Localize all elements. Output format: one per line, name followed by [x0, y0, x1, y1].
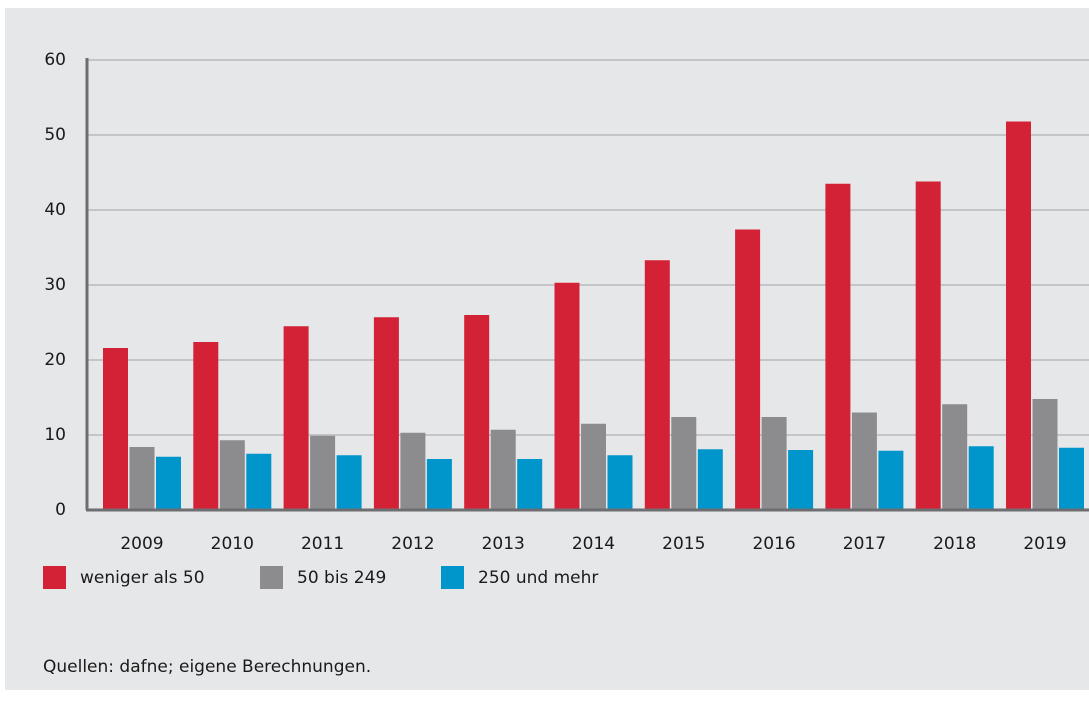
bar — [878, 450, 904, 510]
bar — [400, 432, 426, 510]
legend-label: weniger als 50 — [80, 568, 205, 588]
bar — [246, 453, 272, 510]
y-tick-label: 30 — [44, 275, 66, 295]
bar — [336, 455, 362, 510]
bar — [103, 348, 128, 510]
x-tick-label: 2010 — [211, 534, 254, 554]
bar — [426, 459, 452, 510]
x-tick-label: 2014 — [572, 534, 615, 554]
bar — [851, 412, 877, 510]
bar — [554, 282, 580, 510]
bar — [607, 455, 633, 510]
x-tick-label: 2017 — [843, 534, 886, 554]
legend-swatch — [260, 566, 283, 589]
bar — [219, 440, 245, 510]
bar — [1006, 121, 1031, 510]
legend-label: 50 bis 249 — [297, 568, 386, 588]
bar — [968, 446, 994, 510]
bar — [825, 183, 851, 510]
bar — [310, 435, 336, 510]
bar — [517, 459, 543, 510]
bar — [644, 260, 670, 510]
bar — [581, 423, 606, 510]
legend-swatch — [441, 566, 464, 589]
y-tick-label: 20 — [44, 350, 66, 370]
bar — [788, 450, 814, 510]
x-tick-label: 2019 — [1023, 534, 1066, 554]
bar — [761, 417, 787, 510]
x-tick-label: 2012 — [391, 534, 434, 554]
bar — [283, 326, 309, 510]
chart-background — [5, 8, 1089, 690]
bar — [697, 449, 723, 510]
y-tick-label: 40 — [44, 200, 66, 220]
x-tick-label: 2016 — [752, 534, 795, 554]
bar — [373, 317, 399, 510]
x-tick-label: 2011 — [301, 534, 344, 554]
bar — [129, 447, 155, 510]
bar — [1059, 447, 1084, 510]
y-tick-label: 0 — [55, 500, 66, 520]
x-tick-label: 2009 — [120, 534, 163, 554]
bar — [1032, 399, 1058, 510]
bar — [942, 404, 968, 510]
bar — [490, 429, 516, 510]
legend-label: 250 und mehr — [478, 568, 598, 588]
y-tick-label: 10 — [44, 425, 66, 445]
bar — [915, 181, 941, 510]
bar — [671, 417, 697, 510]
bar — [156, 456, 181, 510]
source: Quellen: dafne; eigene Berechnungen. — [43, 657, 371, 677]
bar — [193, 342, 219, 510]
y-tick-label: 60 — [44, 50, 66, 70]
x-tick-label: 2013 — [482, 534, 525, 554]
y-tick-label: 50 — [44, 125, 66, 145]
bar — [464, 315, 490, 510]
x-tick-label: 2015 — [662, 534, 705, 554]
bar — [735, 229, 761, 510]
x-tick-label: 2018 — [933, 534, 976, 554]
legend-swatch — [43, 566, 66, 589]
